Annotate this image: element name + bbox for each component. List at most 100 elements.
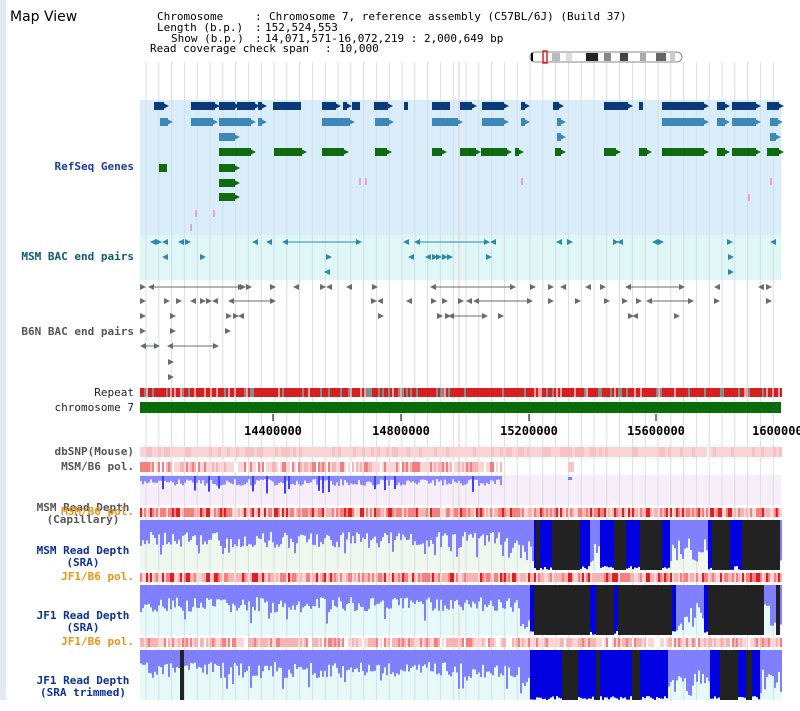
pol-segment [698, 638, 700, 647]
depth-bar [146, 585, 148, 605]
pol-segment [412, 508, 414, 517]
depth-bar [662, 585, 664, 635]
repeat-segment [358, 388, 360, 397]
pol-segment [154, 573, 156, 582]
depth-bar [302, 585, 304, 608]
depth-bar [216, 520, 218, 533]
depth-bar [342, 585, 344, 609]
pol-segment [410, 638, 412, 647]
depth-bar [640, 650, 642, 700]
depth-bar [194, 520, 196, 536]
dbsnp-segment [683, 447, 686, 457]
repeat-segment [362, 388, 364, 397]
repeat-segment [444, 388, 446, 397]
depth-bar [458, 650, 460, 689]
pol-segment [468, 573, 470, 582]
depth-bar [406, 476, 408, 481]
depth-bar [314, 520, 316, 546]
depth-bar [752, 650, 754, 697]
depth-bar [674, 650, 676, 692]
pol-segment [250, 638, 252, 647]
pol-segment [394, 508, 396, 517]
pol-segment [216, 462, 218, 472]
repeat-segment [720, 388, 722, 397]
pol-segment [444, 508, 446, 517]
pol-segment [754, 508, 756, 517]
depth-bar [284, 585, 286, 604]
depth-bar [560, 650, 562, 699]
gene-arrow [525, 119, 530, 125]
pol-segment [370, 508, 372, 517]
depth-bar [212, 520, 214, 534]
pol-segment [454, 573, 456, 582]
dbsnp-segment [353, 447, 356, 457]
pol-segment [188, 638, 190, 647]
bac-end [346, 284, 352, 290]
depth-bar [314, 585, 316, 607]
depth-bar [730, 520, 732, 570]
pol-segment [472, 573, 474, 582]
depth-bar [396, 476, 398, 485]
pol-segment [178, 508, 180, 517]
gene-feature [322, 118, 350, 126]
dbsnp-segment [617, 447, 620, 457]
depth-bar [404, 585, 406, 599]
depth-bar [448, 585, 450, 610]
depth-bar [226, 476, 228, 481]
depth-bar [504, 520, 506, 542]
repeat-segment [574, 388, 576, 397]
pol-segment [664, 638, 666, 647]
depth-bar [668, 520, 670, 568]
repeat-segment [476, 388, 478, 397]
pol-segment [426, 508, 428, 517]
bac-end [432, 254, 438, 260]
dbsnp-segment [395, 447, 398, 457]
pol-segment [208, 462, 210, 472]
pol-segment [258, 638, 260, 647]
depth-bar [242, 650, 244, 678]
pol-segment [436, 462, 438, 472]
gene-arrow [347, 103, 352, 109]
pol-segment [712, 638, 714, 647]
depth-bar [362, 585, 364, 607]
depth-bar [244, 650, 246, 673]
pol-segment [748, 638, 750, 647]
pol-segment [538, 508, 540, 517]
repeat-segment [696, 388, 698, 397]
pol-segment [212, 462, 214, 472]
repeat-segment [598, 388, 600, 397]
pol-segment [736, 508, 738, 517]
depth-bar [602, 520, 604, 567]
pol-segment [152, 638, 154, 647]
pol-segment [398, 573, 400, 582]
depth-bar [332, 520, 334, 546]
pol-segment [310, 638, 312, 647]
pol-segment [530, 508, 532, 517]
depth-bar [338, 476, 340, 486]
pol-segment [704, 508, 706, 517]
gene-feature [273, 102, 301, 110]
dbsnp-segment [602, 447, 605, 457]
dbsnp-segment [245, 447, 248, 457]
depth-bar [248, 520, 250, 544]
depth-bar [458, 520, 460, 548]
depth-bar [222, 585, 224, 600]
depth-bar [444, 476, 446, 480]
pol-segment [746, 508, 748, 517]
depth-bar [738, 650, 740, 697]
pol-segment [352, 573, 354, 582]
bac-end [213, 343, 219, 349]
bac-end [167, 343, 173, 349]
depth-bar [518, 650, 520, 668]
bac-end [371, 298, 377, 304]
repeat-segment [342, 388, 344, 397]
depth-bar [308, 650, 310, 688]
depth-bar [394, 585, 396, 599]
pol-segment [266, 462, 268, 472]
pol-segment [310, 462, 312, 472]
depth-bar [458, 476, 460, 481]
depth-bar [242, 585, 244, 600]
pol-segment [404, 462, 406, 472]
pol-segment [316, 573, 318, 582]
